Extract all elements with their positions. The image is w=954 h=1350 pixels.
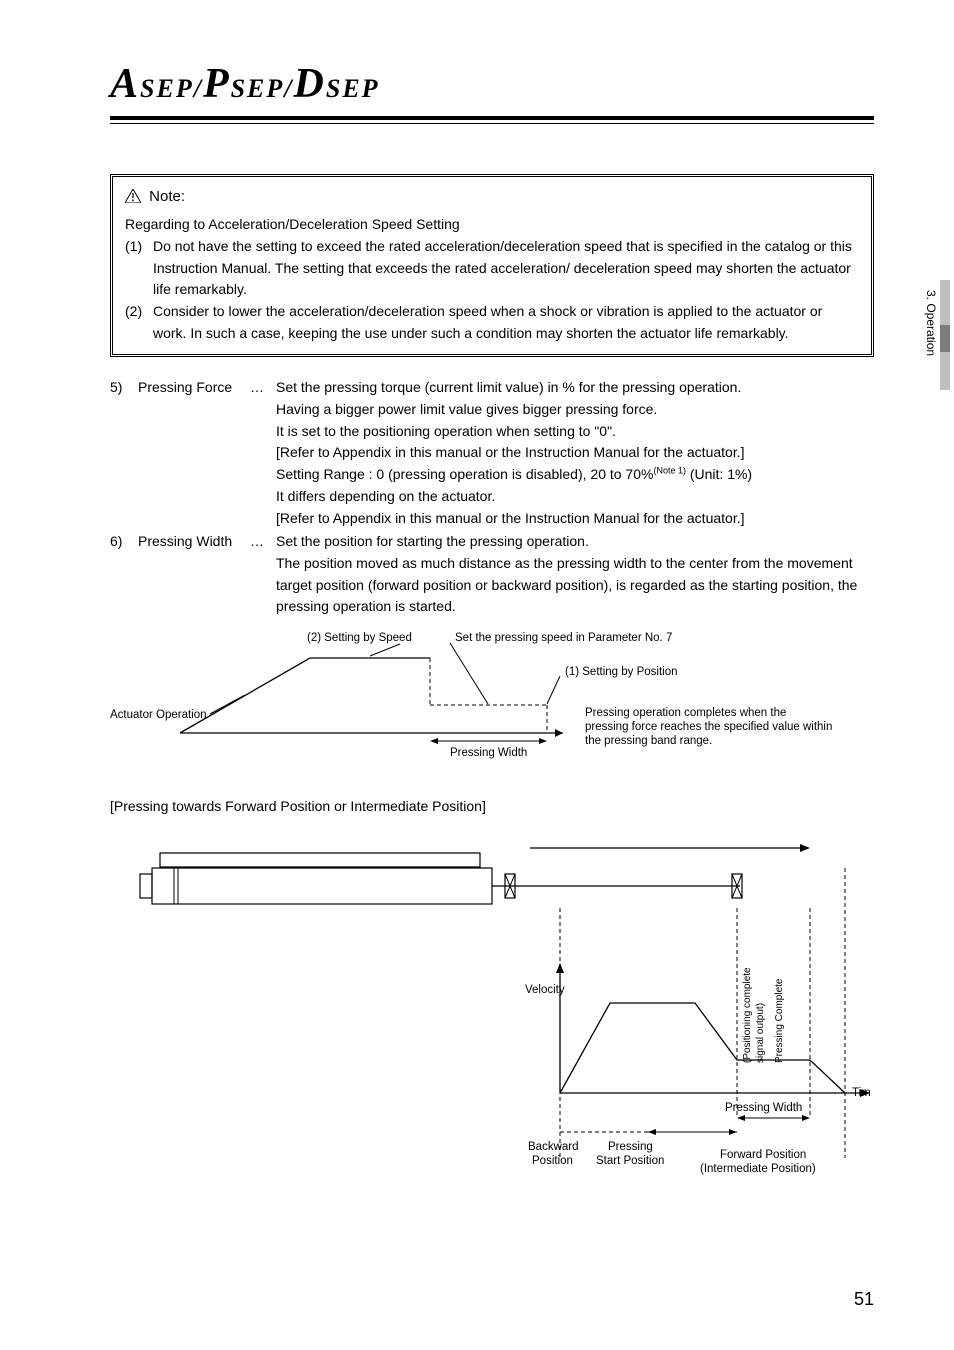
def-num: 5) <box>110 377 138 529</box>
def-text: Set the pressing torque (current limit v… <box>276 377 874 529</box>
note-title-text: Note: <box>149 188 185 205</box>
d2-pressing-width: Pressing Width <box>725 1102 802 1114</box>
d2-pos-complete-signal-1: (Positioning complete <box>742 967 753 1063</box>
note-item-num: (1) <box>125 236 153 301</box>
d2-velocity: Velocity <box>525 984 565 996</box>
d1-actuator-operation: Actuator Operation <box>110 709 207 721</box>
note-item-text: Consider to lower the acceleration/decel… <box>153 301 859 344</box>
d1-pressing-width: Pressing Width <box>450 747 527 759</box>
d2-forward-1: Forward Position <box>720 1149 806 1161</box>
d1-complete-2: pressing force reaches the specified val… <box>585 721 832 733</box>
def-label: Pressing Force <box>138 377 250 529</box>
d2-pos-complete-signal-2: signal output) <box>755 1003 766 1063</box>
d2-press-start-1: Pressing <box>608 1141 653 1153</box>
d2-forward-2: (Intermediate Position) <box>700 1163 816 1175</box>
d2-backward-2: Position <box>532 1155 573 1167</box>
d1-complete-1: Pressing operation completes when the <box>585 707 786 719</box>
definition-row: 5)Pressing Force…Set the pressing torque… <box>110 377 874 529</box>
def-num: 6) <box>110 531 138 618</box>
logo-rule <box>110 116 874 124</box>
note-title: Note: <box>125 185 859 210</box>
note-subtitle: Regarding to Acceleration/Deceleration S… <box>125 214 859 236</box>
d2-time: Time <box>852 1087 870 1099</box>
d2-press-start-2: Start Position <box>596 1155 664 1167</box>
def-label: Pressing Width <box>138 531 250 618</box>
page-number: 51 <box>854 1289 874 1310</box>
d2-pressing-complete: Pressing Complete <box>774 978 785 1063</box>
d1-complete-3: the pressing band range. <box>585 735 712 747</box>
note-item: (1)Do not have the setting to exceed the… <box>125 236 859 301</box>
side-tab-label: 3. Operation <box>924 290 938 356</box>
logo: ASEP/PSEP/DSEP <box>110 60 874 108</box>
diagram-trapezoid: Pressing Width (2) Setting by Speed Set … <box>110 628 874 768</box>
d1-setting-by-position: (1) Setting by Position <box>565 666 678 678</box>
diagram2-title: [Pressing towards Forward Position or In… <box>110 798 874 814</box>
note-item: (2)Consider to lower the acceleration/de… <box>125 301 859 344</box>
d2-backward-1: Backward <box>528 1141 579 1153</box>
def-dots: … <box>250 531 276 618</box>
warning-icon <box>125 187 141 210</box>
diagram-actuator: Velocity Time Pressing Width (Positionin… <box>110 828 874 1208</box>
def-dots: … <box>250 377 276 529</box>
note-item-num: (2) <box>125 301 153 344</box>
note-item-text: Do not have the setting to exceed the ra… <box>153 236 859 301</box>
note-box: Note: Regarding to Acceleration/Decelera… <box>110 174 874 357</box>
definitions: 5)Pressing Force…Set the pressing torque… <box>110 377 874 618</box>
d1-set-speed-param: Set the pressing speed in Parameter No. … <box>455 632 672 644</box>
definition-row: 6)Pressing Width…Set the position for st… <box>110 531 874 618</box>
side-tab: 3. Operation <box>926 280 954 430</box>
def-text: Set the position for starting the pressi… <box>276 531 874 618</box>
d1-setting-by-speed: (2) Setting by Speed <box>307 632 412 644</box>
